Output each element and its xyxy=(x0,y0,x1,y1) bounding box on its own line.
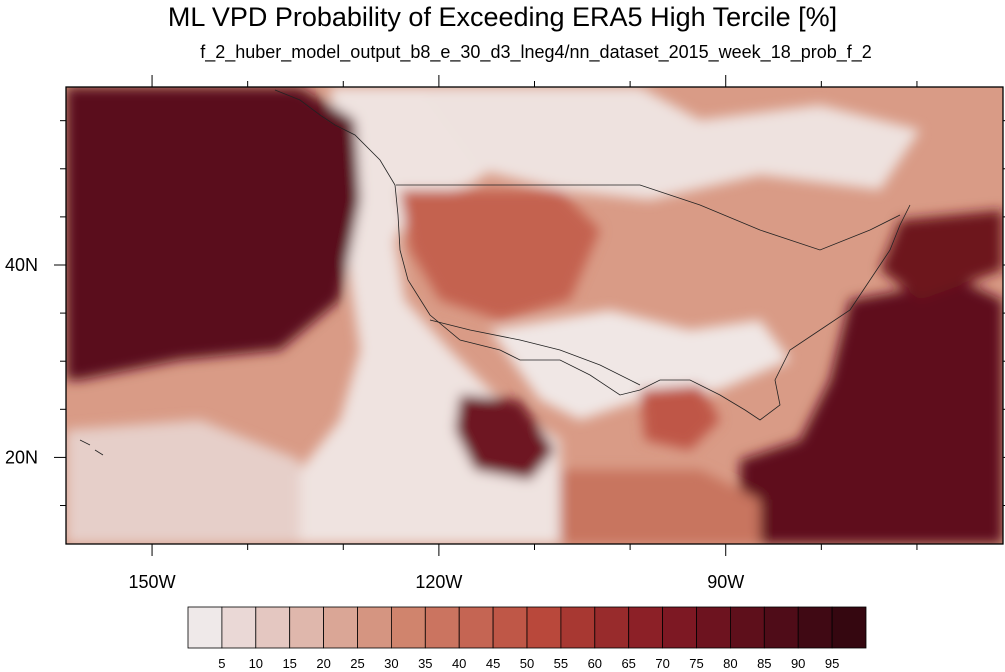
north-america-coastline xyxy=(274,89,911,421)
coastlines xyxy=(79,89,911,456)
colorbar-level-label: 95 xyxy=(825,656,839,671)
colorbar-level-label: 45 xyxy=(486,656,500,671)
colorbar-level-label: 55 xyxy=(554,656,568,671)
colorbar-level-label: 40 xyxy=(452,656,466,671)
colorbar-swatch xyxy=(255,606,291,649)
colorbar-swatch xyxy=(323,606,358,649)
field-region-atlantic-dark xyxy=(740,280,1003,544)
colorbar-swatch xyxy=(763,606,799,649)
colorbar-swatch xyxy=(390,606,426,649)
field-region-gulf xyxy=(640,385,720,450)
field-region-south-light xyxy=(490,310,790,420)
field-region-northeast-dark xyxy=(880,210,1003,300)
colorbar-level-label: 90 xyxy=(791,656,805,671)
colorbar-swatch xyxy=(560,606,596,649)
us-canada-border xyxy=(396,184,901,251)
colorbar-level-label: 80 xyxy=(723,656,737,671)
colorbar-swatch xyxy=(696,606,731,649)
lon-tick-label: 90W xyxy=(707,572,744,592)
colorbar-level-label: 25 xyxy=(350,656,364,671)
colorbar: 5 10 15 20 25 30 35 40 45 50 55 60 65 70 75 80 85 90 95 xyxy=(187,606,867,671)
field-region-baja-dark xyxy=(455,395,555,480)
field-region-interior-light xyxy=(420,87,920,200)
colorbar-swatch xyxy=(797,606,833,649)
field-region-pacific-dark xyxy=(66,87,360,380)
colorbar-level-label: 60 xyxy=(588,656,602,671)
colorbar-level-label: 75 xyxy=(689,656,703,671)
lat-tick-label: 40N xyxy=(5,255,38,275)
colorbar-swatch xyxy=(187,606,223,649)
colorbar-swatch xyxy=(492,606,528,649)
lat-tick-label: 20N xyxy=(5,447,38,467)
colorbar-level-label: 30 xyxy=(384,656,398,671)
hawaii-outline xyxy=(79,439,104,456)
colorbar-swatch xyxy=(424,606,460,649)
colorbar-swatch xyxy=(221,606,257,649)
colorbar-level-label: 15 xyxy=(282,656,296,671)
probability-field xyxy=(66,87,1003,544)
colorbar-level-label: 20 xyxy=(316,656,330,671)
colorbar-swatch xyxy=(289,606,325,649)
map-subtitle: f_2_huber_model_output_b8_e_30_d3_lneg4/… xyxy=(200,42,872,62)
colorbar-swatch xyxy=(357,606,392,649)
colorbar-swatch xyxy=(594,606,630,649)
lon-tick-label: 120W xyxy=(415,572,462,592)
map-title: ML VPD Probability of Exceeding ERA5 Hig… xyxy=(167,2,838,32)
colorbar-level-label: 85 xyxy=(757,656,771,671)
us-mexico-border xyxy=(429,319,641,386)
map-axes: 150W 120W 90W 40N 20N xyxy=(5,75,1005,592)
field-region-southwest-light xyxy=(66,420,300,544)
colorbar-level-label: 10 xyxy=(249,656,263,671)
colorbar-level-label: 65 xyxy=(621,656,635,671)
colorbar-swatch xyxy=(628,606,664,649)
colorbar-swatch xyxy=(730,606,765,649)
colorbar-swatch xyxy=(831,606,867,649)
colorbar-swatch xyxy=(458,606,494,649)
colorbar-swatch xyxy=(662,606,697,649)
lon-tick-label: 150W xyxy=(129,572,176,592)
colorbar-level-label: 35 xyxy=(418,656,432,671)
colorbar-swatch xyxy=(526,606,562,649)
field-region-central-america xyxy=(560,470,760,544)
field-region-west-us xyxy=(400,190,600,320)
colorbar-level-label: 50 xyxy=(520,656,534,671)
colorbar-level-label: 5 xyxy=(218,656,225,671)
colorbar-level-label: 70 xyxy=(655,656,669,671)
